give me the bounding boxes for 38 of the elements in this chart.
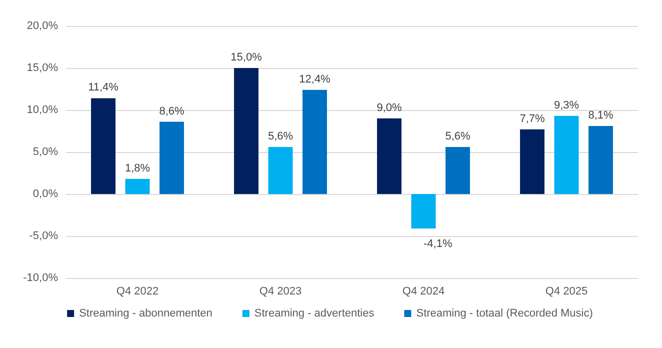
data-label: 9,3% xyxy=(554,99,580,112)
data-label: -4,1% xyxy=(424,238,452,250)
bar xyxy=(554,116,579,194)
x-tick-label: Q4 2025 xyxy=(545,286,588,298)
data-label: 11,4% xyxy=(88,82,119,94)
bar xyxy=(302,90,327,194)
bar xyxy=(268,146,293,194)
y-tick-label: 0,0% xyxy=(32,188,58,200)
y-tick-label: 10,0% xyxy=(26,104,58,116)
data-label: 8,1% xyxy=(588,109,614,122)
x-tick-label: Q4 2023 xyxy=(259,286,302,298)
data-label: 1,8% xyxy=(124,162,150,174)
y-tick-label: -10,0% xyxy=(23,272,58,284)
data-label: 8,6% xyxy=(159,105,184,118)
bar xyxy=(588,126,613,194)
legend-label: Streaming - abonnementen xyxy=(79,308,212,320)
bar xyxy=(520,129,544,194)
data-label: 7,7% xyxy=(520,112,546,125)
y-tick-label: 20,0% xyxy=(26,20,58,32)
y-tick-label: 5,0% xyxy=(32,146,58,158)
legend-label: Streaming - advertenties xyxy=(254,308,375,320)
bar xyxy=(234,68,258,194)
bar xyxy=(446,146,470,194)
x-tick-label: Q4 2022 xyxy=(116,286,159,298)
bar xyxy=(91,98,116,194)
legend-label: Streaming - totaal (Recorded Music) xyxy=(416,308,593,320)
y-tick-label: 15,0% xyxy=(26,62,58,74)
data-label: 5,6% xyxy=(268,130,294,142)
data-label: 15,0% xyxy=(230,52,262,64)
x-tick-label: Q4 2024 xyxy=(402,286,445,298)
bar xyxy=(411,194,436,228)
y-tick-label: -5,0% xyxy=(29,230,58,242)
bar xyxy=(160,122,184,194)
bar xyxy=(377,118,402,194)
data-label: 12,4% xyxy=(299,73,331,86)
data-label: 9,0% xyxy=(376,102,402,114)
data-label: 5,6% xyxy=(445,130,470,142)
bar xyxy=(125,178,150,194)
